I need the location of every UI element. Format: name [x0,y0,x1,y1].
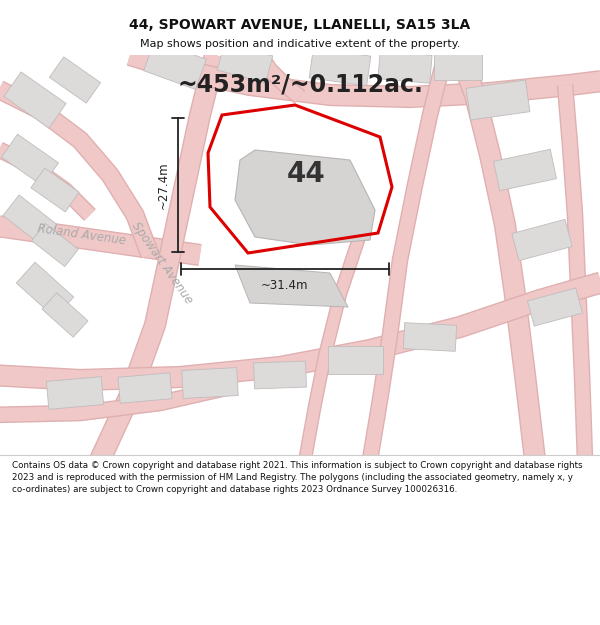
Polygon shape [512,219,572,261]
Text: ~453m²/~0.112ac.: ~453m²/~0.112ac. [177,73,423,97]
Polygon shape [3,195,57,245]
Polygon shape [494,149,556,191]
Text: 44, SPOWART AVENUE, LLANELLI, SA15 3LA: 44, SPOWART AVENUE, LLANELLI, SA15 3LA [130,18,470,32]
Polygon shape [31,168,79,212]
Polygon shape [378,51,432,83]
Polygon shape [16,262,74,318]
Polygon shape [217,43,273,83]
Polygon shape [42,292,88,338]
Text: Spowart Avenue: Spowart Avenue [129,219,195,306]
Polygon shape [403,322,457,351]
Polygon shape [143,41,206,89]
Polygon shape [309,48,371,86]
Polygon shape [235,265,348,307]
Polygon shape [32,223,79,267]
Polygon shape [49,57,101,103]
Polygon shape [466,80,530,120]
Polygon shape [4,72,66,128]
Polygon shape [527,288,583,326]
Text: Contains OS data © Crown copyright and database right 2021. This information is : Contains OS data © Crown copyright and d… [12,461,583,494]
Text: Map shows position and indicative extent of the property.: Map shows position and indicative extent… [140,39,460,49]
Polygon shape [328,346,383,374]
Polygon shape [118,372,172,403]
Text: ~31.4m: ~31.4m [261,279,309,292]
Polygon shape [434,54,482,80]
Text: Roland Avenue: Roland Avenue [37,222,127,248]
Polygon shape [254,361,307,389]
Polygon shape [46,377,104,409]
Polygon shape [1,134,59,186]
Polygon shape [182,368,238,398]
Text: ~27.4m: ~27.4m [157,161,170,209]
Text: 44: 44 [287,160,326,188]
Polygon shape [235,150,375,245]
